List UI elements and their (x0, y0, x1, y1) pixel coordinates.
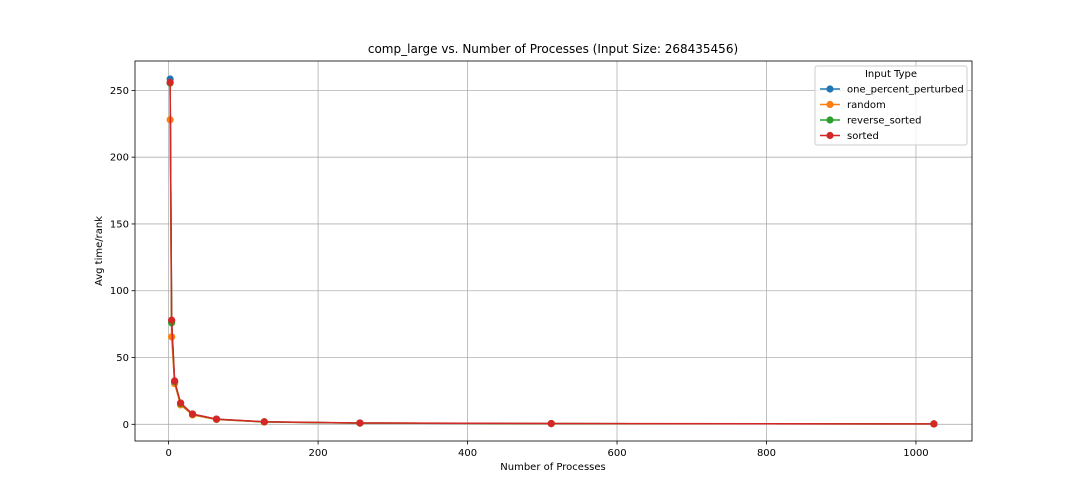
x-tick-label: 400 (458, 448, 477, 459)
legend-marker (826, 85, 834, 93)
legend-label: sorted (847, 131, 879, 142)
x-axis-label: Number of Processes (500, 462, 605, 473)
legend-box (814, 65, 968, 146)
legend-label: one_percent_perturbed (847, 85, 964, 96)
legend-title: Input Type (865, 69, 917, 80)
legend-item-random: random (820, 100, 886, 111)
series-sorted (166, 78, 938, 428)
legend-label: reverse_sorted (847, 116, 921, 127)
y-axis: 0 50 100 150 200 250 (110, 86, 135, 431)
x-tick-label: 0 (165, 448, 171, 459)
data-point-sorted (212, 415, 221, 423)
data-point-sorted (171, 377, 179, 385)
data-point-sorted (547, 419, 555, 428)
plot-area-frame (134, 60, 973, 442)
series-lines (166, 75, 938, 428)
legend-label: random (847, 100, 886, 111)
y-tick-label: 100 (110, 286, 129, 297)
data-point-sorted (260, 418, 268, 426)
chart-title: comp_large vs. Number of Processes (Inpu… (368, 42, 738, 56)
x-axis: 0 200 400 600 800 1000 (165, 441, 929, 459)
legend-item-sorted: sorted (820, 131, 879, 142)
data-point-sorted (166, 78, 174, 86)
data-point-sorted (356, 419, 364, 427)
data-point-sorted (930, 420, 938, 428)
data-point-sorted (176, 399, 185, 407)
series-line-sorted (169, 82, 934, 425)
legend-item-reverse_sorted: reverse_sorted (820, 116, 921, 127)
legend-marker (826, 116, 834, 124)
legend-marker (826, 131, 834, 140)
x-tick-label: 1000 (903, 448, 928, 459)
y-tick-label: 200 (110, 153, 129, 164)
y-tick-label: 250 (110, 86, 129, 97)
y-axis-label: Avg time/rank (94, 216, 105, 286)
data-point-sorted (188, 410, 197, 418)
y-tick-label: 50 (116, 353, 129, 364)
x-tick-label: 600 (607, 448, 626, 459)
x-tick-label: 200 (309, 448, 328, 459)
y-tick-label: 0 (123, 420, 129, 431)
legend-marker (826, 100, 834, 109)
data-point-sorted (168, 316, 176, 324)
legend-item-one_percent_perturbed: one_percent_perturbed (820, 85, 964, 96)
x-tick-label: 800 (757, 448, 776, 459)
y-tick-label: 150 (110, 219, 129, 230)
